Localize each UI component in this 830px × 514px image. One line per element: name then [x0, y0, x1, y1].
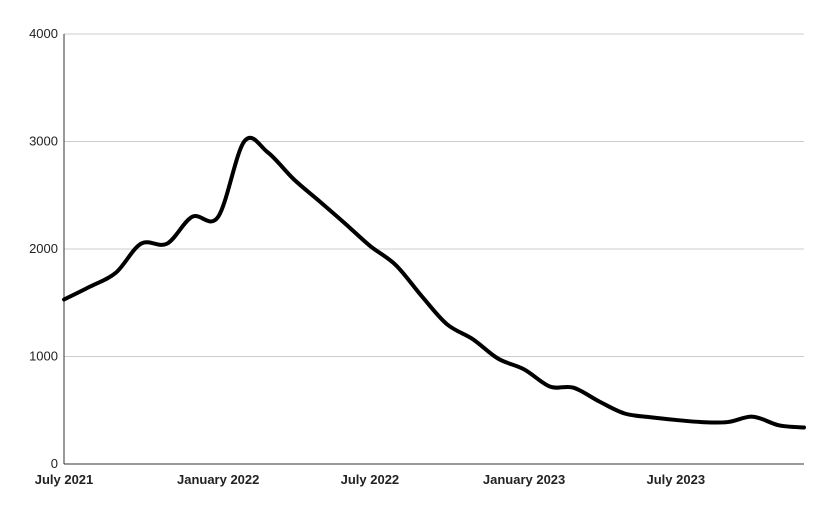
- data-point: [266, 150, 270, 154]
- data-point: [649, 415, 653, 419]
- data-point: [62, 298, 66, 302]
- data-point: [700, 420, 704, 424]
- data-point: [471, 337, 475, 341]
- series-line: [62, 135, 806, 430]
- y-tick-label: 1000: [29, 349, 58, 364]
- data-point: [548, 385, 552, 389]
- data-point: [317, 199, 321, 203]
- x-tick-label: July 2021: [35, 472, 94, 487]
- y-tick-label: 4000: [29, 26, 58, 41]
- data-point: [598, 400, 602, 404]
- data-point: [420, 294, 424, 298]
- data-point: [242, 140, 246, 144]
- data-point: [165, 242, 169, 246]
- data-point: [292, 177, 296, 181]
- data-point: [88, 285, 92, 289]
- x-tick-label: January 2022: [177, 472, 259, 487]
- data-point: [445, 322, 449, 326]
- data-point: [751, 415, 755, 419]
- data-point: [368, 244, 372, 248]
- data-point: [777, 423, 781, 427]
- y-tick-label: 0: [51, 456, 58, 471]
- series-layer: [62, 135, 806, 430]
- data-point: [114, 271, 118, 275]
- data-point: [726, 420, 730, 424]
- axes: [63, 34, 804, 465]
- data-point: [190, 215, 194, 219]
- gridlines: [64, 33, 804, 357]
- data-point: [496, 357, 500, 361]
- x-tick-label: July 2023: [647, 472, 706, 487]
- data-point: [216, 215, 220, 219]
- x-tick-label: January 2023: [483, 472, 565, 487]
- y-axis-ticks: 0 1000 2000 3000 4000: [29, 26, 58, 471]
- data-point: [139, 242, 143, 246]
- data-point: [343, 221, 347, 225]
- data-point: [623, 411, 627, 415]
- data-point: [394, 263, 398, 267]
- x-tick-label: July 2022: [341, 472, 400, 487]
- y-tick-label: 2000: [29, 241, 58, 256]
- data-point: [802, 425, 806, 429]
- data-point: [572, 386, 576, 390]
- y-tick-label: 3000: [29, 134, 58, 149]
- data-point: [522, 367, 526, 371]
- x-axis-ticks: July 2021 January 2022 July 2022 January 20…: [35, 472, 705, 487]
- data-point: [674, 418, 678, 422]
